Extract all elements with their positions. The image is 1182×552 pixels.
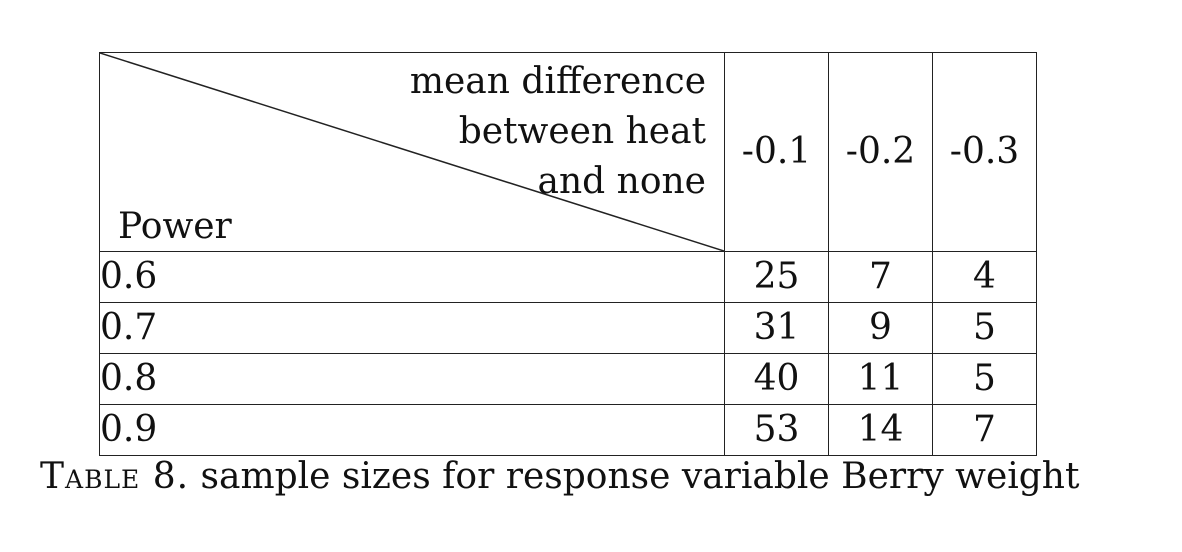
table-cell: 5 [932, 353, 1037, 405]
caption-text: sample sizes for response variable Berry… [200, 456, 1080, 497]
column-header: -0.2 [828, 52, 933, 252]
table-cell: 31 [724, 302, 829, 354]
table-row: 0.6 25 7 4 [99, 251, 1037, 303]
row-label: 0.8 [99, 353, 725, 405]
table-cell: 9 [828, 302, 933, 354]
table-cell: 4 [932, 251, 1037, 303]
table-cell: 5 [932, 302, 1037, 354]
table-cell: 40 [724, 353, 829, 405]
diagonal-divider-line [100, 53, 724, 251]
column-header: -0.3 [932, 52, 1037, 252]
table-cell: 25 [724, 251, 829, 303]
table-row: 0.8 40 11 5 [99, 353, 1037, 405]
table-cell: 7 [932, 404, 1037, 456]
diagonal-corner-cell: mean difference between heat and none Po… [99, 52, 725, 252]
sample-size-table-container: mean difference between heat and none Po… [99, 52, 1037, 456]
row-label: 0.9 [99, 404, 725, 456]
table-caption: Table 8. sample sizes for response varia… [40, 452, 1079, 502]
column-header: -0.1 [724, 52, 829, 252]
table-row: 0.7 31 9 5 [99, 302, 1037, 354]
row-label: 0.7 [99, 302, 725, 354]
header-row: mean difference between heat and none Po… [99, 52, 1037, 252]
caption-label: Table 8. [40, 456, 190, 497]
table-cell: 53 [724, 404, 829, 456]
table-cell: 11 [828, 353, 933, 405]
row-dimension-label: Power [118, 206, 232, 247]
table-cell: 7 [828, 251, 933, 303]
table-cell: 14 [828, 404, 933, 456]
row-label: 0.6 [99, 251, 725, 303]
table-row: 0.9 53 14 7 [99, 404, 1037, 456]
column-dimension-label: mean difference between heat and none [409, 61, 706, 202]
sample-size-table: mean difference between heat and none Po… [99, 52, 1037, 456]
